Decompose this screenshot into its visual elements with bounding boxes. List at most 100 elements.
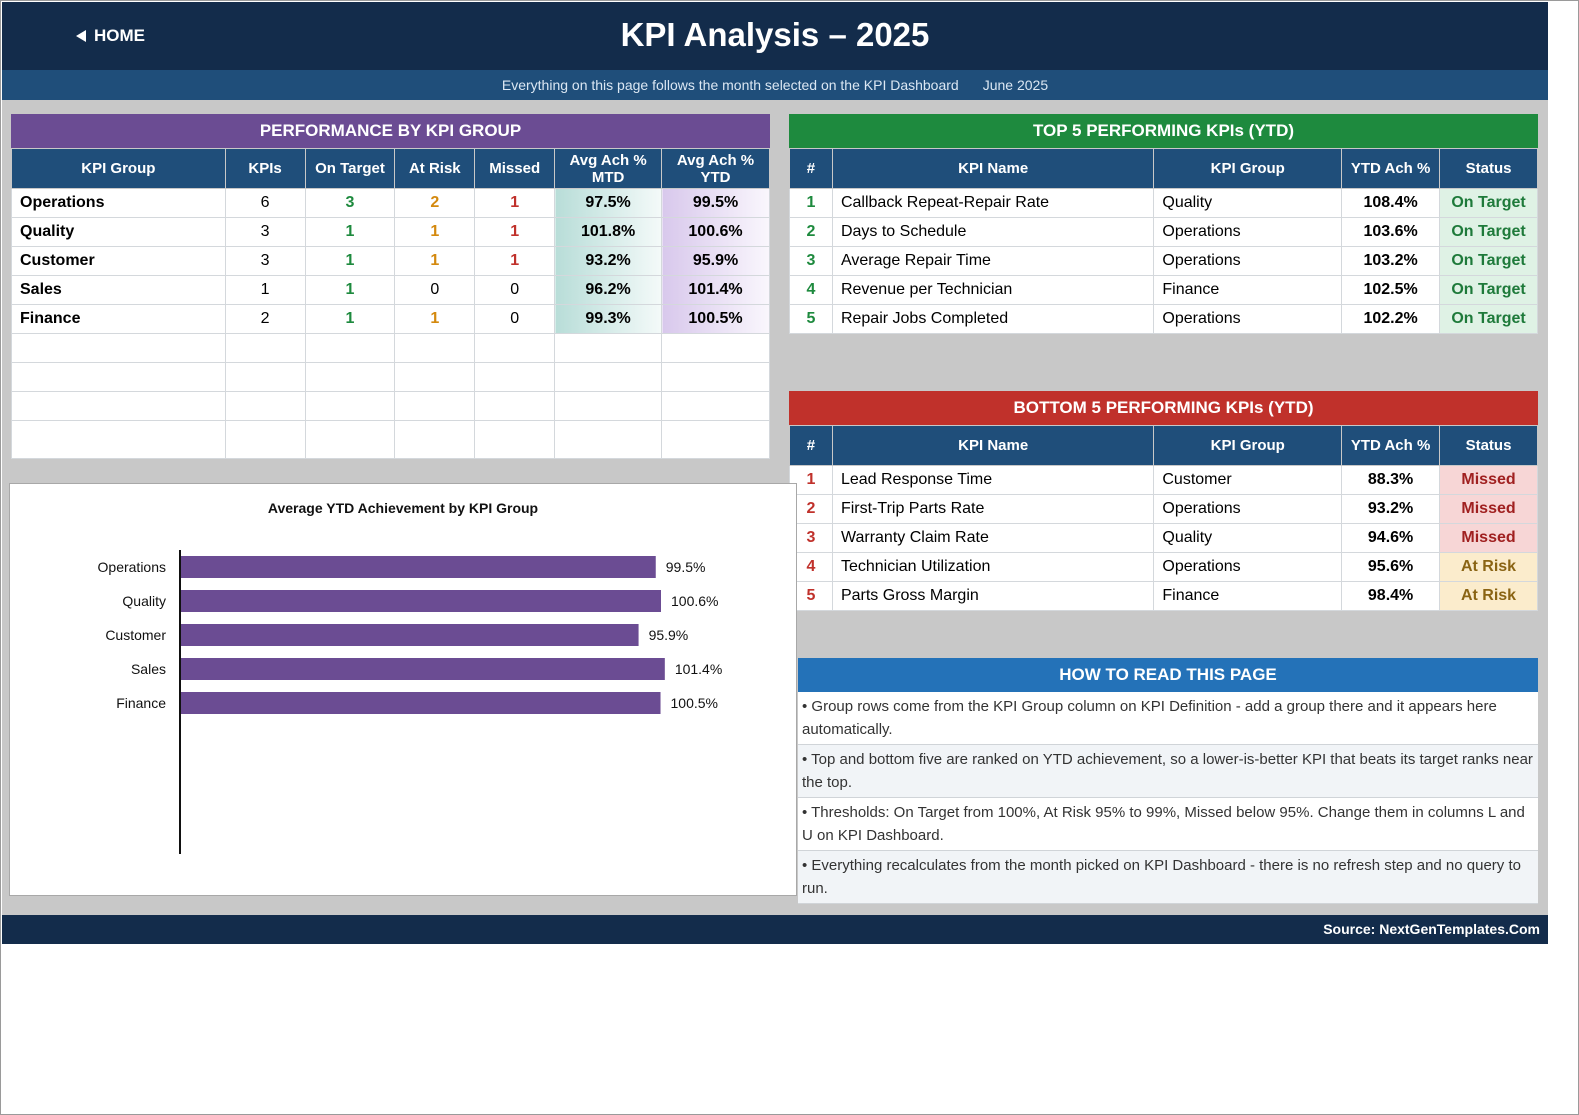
kpi-name-cell: Parts Gross Margin xyxy=(831,581,1155,611)
table-row: 5 Parts Gross Margin Finance 98.4% At Risk xyxy=(789,581,1538,611)
empty-cell xyxy=(554,362,663,392)
empty-cell xyxy=(394,362,476,392)
avg-mtd-cell: 93.2% xyxy=(554,246,663,276)
empty-cell xyxy=(11,362,226,392)
avg-ytd-cell: 99.5% xyxy=(661,188,770,218)
col-header: Missed xyxy=(474,148,556,189)
empty-cell xyxy=(661,420,770,459)
kpi-count-cell: 3 xyxy=(224,217,306,247)
chart-bar xyxy=(181,624,639,646)
kpi-name-cell: Lead Response Time xyxy=(831,465,1155,495)
table-row: 4 Revenue per Technician Finance 102.5% On T… xyxy=(789,275,1538,305)
status-badge: On Target xyxy=(1439,304,1538,334)
missed-cell: 1 xyxy=(474,246,556,276)
empty-cell xyxy=(224,333,306,363)
subtitle-month: June 2025 xyxy=(982,77,1049,93)
empty-cell xyxy=(304,391,396,421)
kpi-name-cell: Callback Repeat-Repair Rate xyxy=(831,188,1155,218)
avg-mtd-cell: 101.8% xyxy=(554,217,663,247)
empty-cell xyxy=(304,420,396,459)
ytd-ach-cell: 98.4% xyxy=(1341,581,1441,611)
col-header: At Risk xyxy=(394,148,476,189)
kpi-group-cell: Sales xyxy=(11,275,226,305)
category-label: Operations xyxy=(98,559,166,575)
bar-value-label: 95.9% xyxy=(649,627,689,643)
table-row: 1 Lead Response Time Customer 88.3% Missed xyxy=(789,465,1538,495)
kpi-count-cell: 3 xyxy=(224,246,306,276)
rank-cell: 3 xyxy=(789,246,833,276)
howto-item: • Group rows come from the KPI Group col… xyxy=(798,692,1538,745)
on-target-cell: 1 xyxy=(304,217,396,247)
table-row: 2 First-Trip Parts Rate Operations 93.2% Mis… xyxy=(789,494,1538,524)
kpi-count-cell: 1 xyxy=(224,275,306,305)
col-header: # xyxy=(789,425,833,466)
col-header: KPI Group xyxy=(1153,425,1343,466)
status-badge: Missed xyxy=(1439,494,1538,524)
category-label: Quality xyxy=(122,593,166,609)
kpi-group-cell: Operations xyxy=(1153,552,1343,582)
ytd-chart-panel: Average YTD Achievement by KPI Group Ope… xyxy=(9,483,797,896)
bottom5-title: BOTTOM 5 PERFORMING KPIs (YTD) xyxy=(789,391,1538,425)
table-row: 5 Repair Jobs Completed Operations 102.2% On… xyxy=(789,304,1538,334)
avg-ytd-cell: 100.6% xyxy=(661,217,770,247)
col-header: KPI Group xyxy=(11,148,226,189)
kpi-group-cell: Operations xyxy=(1153,217,1343,247)
bar-value-label: 99.5% xyxy=(666,559,706,575)
col-header: Status xyxy=(1439,425,1538,466)
table-row: Operations 6 3 2 1 97.5% 99.5% xyxy=(11,188,770,218)
rank-cell: 2 xyxy=(789,217,833,247)
empty-cell xyxy=(11,333,226,363)
empty-row xyxy=(11,391,770,421)
avg-ytd-cell: 100.5% xyxy=(661,304,770,334)
page-footer: Source: NextGenTemplates.Com xyxy=(2,915,1548,944)
ytd-ach-cell: 95.6% xyxy=(1341,552,1441,582)
kpi-name-cell: Technician Utilization xyxy=(831,552,1155,582)
rank-cell: 4 xyxy=(789,275,833,305)
empty-cell xyxy=(394,333,476,363)
avg-ytd-cell: 95.9% xyxy=(661,246,770,276)
empty-cell xyxy=(474,391,556,421)
empty-cell xyxy=(11,420,226,459)
kpi-group-cell: Operations xyxy=(1153,246,1343,276)
empty-cell xyxy=(554,333,663,363)
category-label: Customer xyxy=(105,627,166,643)
status-badge: Missed xyxy=(1439,465,1538,495)
table-row: 3 Warranty Claim Rate Quality 94.6% Missed xyxy=(789,523,1538,553)
empty-cell xyxy=(661,391,770,421)
howto-item: • Thresholds: On Target from 100%, At Ri… xyxy=(798,798,1538,851)
empty-cell xyxy=(554,420,663,459)
empty-row xyxy=(11,362,770,392)
kpi-name-cell: Warranty Claim Rate xyxy=(831,523,1155,553)
empty-cell xyxy=(554,391,663,421)
kpi-name-cell: Revenue per Technician xyxy=(831,275,1155,305)
ytd-ach-cell: 94.6% xyxy=(1341,523,1441,553)
col-header: On Target xyxy=(304,148,396,189)
col-header: Avg Ach % YTD xyxy=(661,148,770,189)
col-header: Avg Ach % MTD xyxy=(554,148,663,189)
top5-title: TOP 5 PERFORMING KPIs (YTD) xyxy=(789,114,1538,148)
howto-item: • Everything recalculates from the month… xyxy=(798,851,1538,904)
empty-cell xyxy=(304,333,396,363)
kpi-count-cell: 6 xyxy=(224,188,306,218)
empty-row xyxy=(11,333,770,363)
perf-table: KPI Group KPIs On Target At Risk Missed … xyxy=(11,148,770,459)
howto-list: • Group rows come from the KPI Group col… xyxy=(798,692,1538,904)
on-target-cell: 1 xyxy=(304,304,396,334)
empty-cell xyxy=(474,420,556,459)
table-row: Finance 2 1 1 0 99.3% 100.5% xyxy=(11,304,770,334)
subtitle-bar: Everything on this page follows the mont… xyxy=(2,70,1548,100)
subtitle-note: Everything on this page follows the mont… xyxy=(501,77,959,93)
table-row: 4 Technician Utilization Operations 95.6% At… xyxy=(789,552,1538,582)
empty-cell xyxy=(11,391,226,421)
ytd-ach-cell: 103.2% xyxy=(1341,246,1441,276)
at-risk-cell: 1 xyxy=(394,246,476,276)
home-button[interactable]: HOME xyxy=(76,26,145,46)
category-label: Sales xyxy=(131,661,166,677)
kpi-group-cell: Customer xyxy=(1153,465,1343,495)
empty-cell xyxy=(224,391,306,421)
avg-mtd-cell: 97.5% xyxy=(554,188,663,218)
kpi-name-cell: Average Repair Time xyxy=(831,246,1155,276)
kpi-group-cell: Quality xyxy=(11,217,226,247)
on-target-cell: 1 xyxy=(304,275,396,305)
